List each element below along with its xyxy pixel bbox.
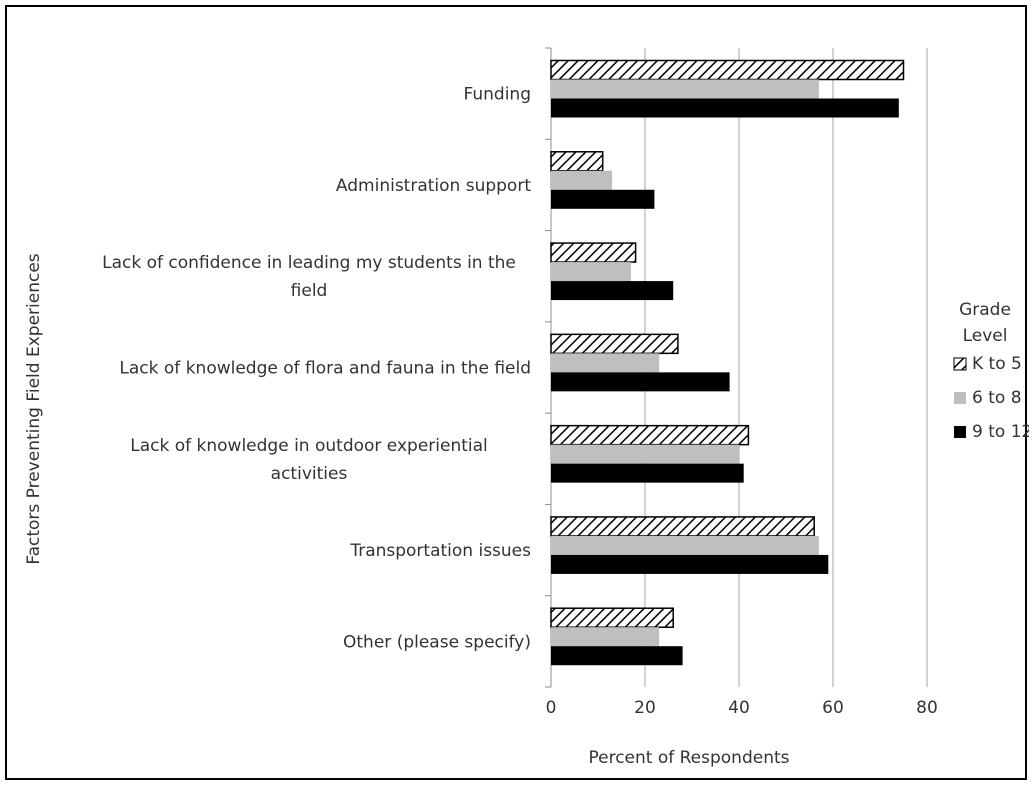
bar-k-to-5	[550, 607, 674, 628]
legend: Grade Level K to 5 6 to 8 9 to 12	[953, 300, 1029, 442]
legend-swatch	[954, 392, 966, 404]
bar-k-to-5	[550, 333, 679, 355]
category-label: Lack of knowledge in outdoor experientia…	[130, 436, 488, 484]
category-label: Lack of knowledge of flora and fauna in …	[119, 359, 531, 379]
legend-label: K to 5	[972, 354, 1022, 374]
legend-swatch	[954, 426, 966, 438]
category-label: Lack of confidence in leading my student…	[102, 253, 516, 301]
legend-label: 9 to 12	[972, 422, 1029, 442]
category-label: Administration support	[336, 176, 531, 196]
bars-group	[550, 59, 905, 666]
x-axis-label: Percent of Respondents	[588, 748, 789, 768]
category-label: Funding	[464, 85, 531, 105]
legend-title-line1: Grade	[959, 300, 1011, 320]
legend-label: 6 to 8	[972, 388, 1022, 408]
x-tick-label: 20	[634, 698, 656, 718]
bar-9-to-12	[551, 554, 829, 574]
bar-9-to-12	[551, 372, 730, 392]
bar-chart: Funding Administration support Lack of con…	[24, 47, 1029, 768]
x-tick-label: 40	[728, 698, 750, 718]
category-label: Transportation issues	[349, 541, 531, 561]
gridlines	[545, 47, 928, 688]
bar-6-to-8	[551, 170, 613, 190]
bar-6-to-8	[551, 627, 660, 647]
bar-k-to-5	[550, 242, 637, 263]
bar-k-to-5	[550, 424, 750, 446]
category-labels: Funding Administration support Lack of con…	[102, 85, 531, 653]
bar-6-to-8	[551, 79, 819, 99]
bar-6-to-8	[551, 444, 739, 464]
x-tick-label: 0	[546, 698, 557, 718]
bar-6-to-8	[551, 353, 660, 373]
x-tick-labels: 0 20 40 60 80	[546, 698, 938, 718]
bar-6-to-8	[551, 262, 631, 282]
x-tick-label: 60	[822, 698, 844, 718]
bar-9-to-12	[551, 281, 674, 301]
bar-9-to-12	[551, 646, 683, 666]
x-tick-label: 80	[916, 698, 938, 718]
chart-frame: Funding Administration support Lack of con…	[5, 5, 1029, 780]
bar-9-to-12	[551, 189, 655, 209]
bar-k-to-5	[550, 59, 905, 81]
bar-9-to-12	[551, 463, 744, 483]
bar-9-to-12	[551, 98, 899, 118]
legend-swatch	[953, 357, 967, 371]
y-axis-label: Factors Preventing Field Experiences	[24, 253, 44, 564]
bar-k-to-5	[550, 151, 604, 172]
legend-title-line2: Level	[963, 326, 1008, 346]
bar-k-to-5	[550, 516, 815, 537]
category-label: Other (please specify)	[343, 632, 531, 652]
bar-6-to-8	[551, 535, 819, 555]
